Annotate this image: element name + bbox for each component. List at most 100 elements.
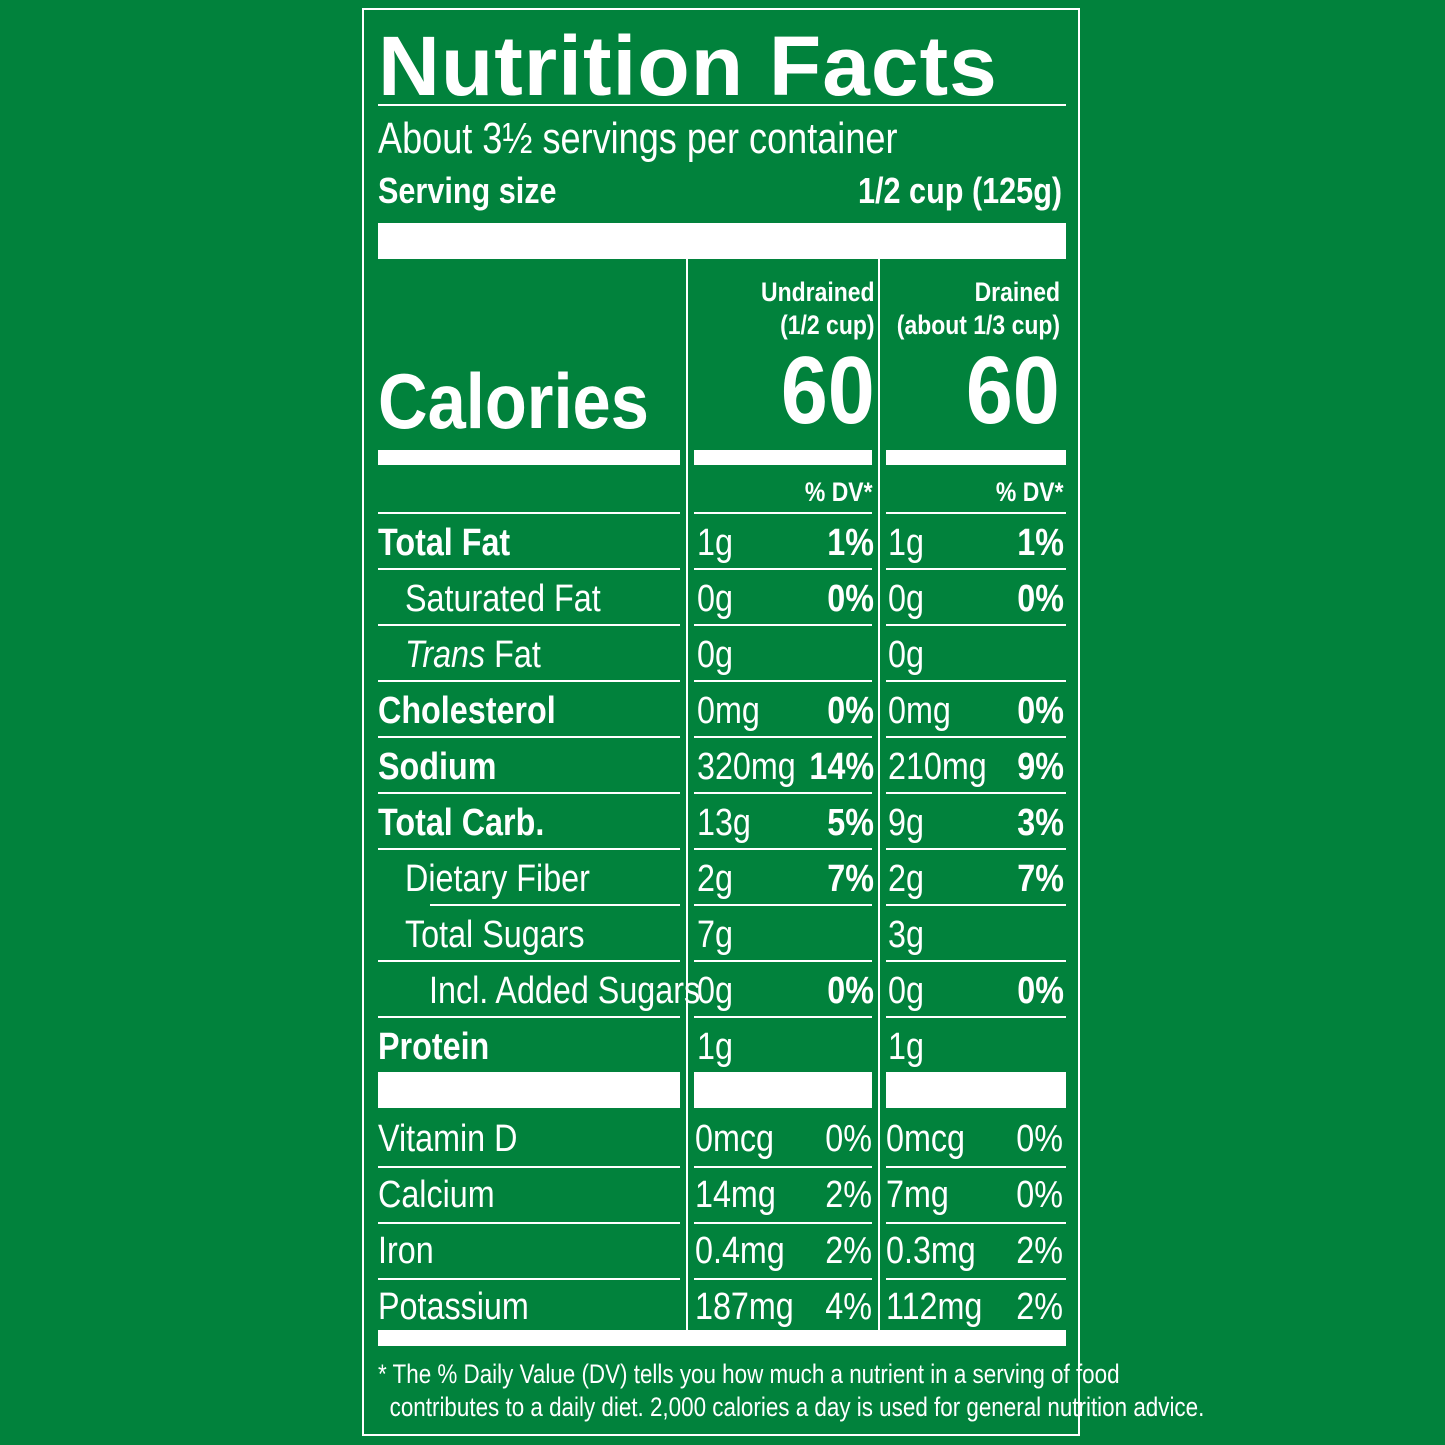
thick-rule-mid-undrained <box>694 1072 872 1108</box>
nutrient-label: Sodium <box>378 746 497 788</box>
nutrient-label: Dietary Fiber <box>405 858 590 900</box>
row-rule-drained <box>886 736 1066 738</box>
undrained-portion: (1/2 cup) <box>780 310 875 340</box>
nutrient-label: Total Fat <box>378 522 511 564</box>
footnote-line-2: contributes to a daily diet. 2,000 calor… <box>389 1392 1205 1422</box>
row-rule-drained <box>886 624 1066 626</box>
row-rule-undrained <box>694 792 872 794</box>
drained-portion: (about 1/3 cup) <box>896 310 1060 340</box>
row-rule-drained <box>886 680 1066 682</box>
row-rule-undrained <box>694 512 872 514</box>
undrained-amount: 1g <box>697 1026 733 1068</box>
row-rule-label <box>430 904 680 906</box>
undrained-amount: 320mg <box>697 746 796 788</box>
vitamin-undrained-dv: 0% <box>825 1118 872 1160</box>
drained-dv: 7% <box>1017 858 1064 900</box>
row-rule-undrained <box>694 568 872 570</box>
calories-label: Calories <box>378 357 649 445</box>
vitamin-drained-amount: 0.3mg <box>886 1230 976 1272</box>
vitamin-rule-undrained <box>694 1166 872 1168</box>
undrained-calories: 60 <box>781 337 875 444</box>
row-rule-label <box>378 1016 680 1018</box>
undrained-amount: 0mg <box>697 690 760 732</box>
row-rule-label <box>378 624 680 626</box>
vitamin-drained-amount: 7mg <box>886 1174 949 1216</box>
vitamin-rule-drained <box>886 1166 1066 1168</box>
undrained-amount: 0g <box>697 578 733 620</box>
vitamin-drained-dv: 2% <box>1016 1286 1063 1328</box>
nutrient-label: Total Sugars <box>405 914 585 956</box>
row-rule-label <box>378 960 680 962</box>
calories-rule-undrained <box>694 450 872 465</box>
row-rule-label <box>378 568 680 570</box>
drained-amount: 0g <box>888 634 924 676</box>
nutrient-label: Saturated Fat <box>405 578 601 620</box>
drained-name: Drained <box>974 277 1060 307</box>
nutrient-label: Protein <box>378 1026 490 1068</box>
footnote-line-1: * The % Daily Value (DV) tells you how m… <box>378 1359 1120 1389</box>
row-rule-drained <box>886 960 1066 962</box>
title-rule <box>378 104 1066 106</box>
column-divider-1 <box>686 259 688 1330</box>
drained-amount: 1g <box>888 522 924 564</box>
vitamin-rule-undrained <box>694 1222 872 1224</box>
row-rule-undrained <box>694 680 872 682</box>
drained-dv: 0% <box>1017 690 1064 732</box>
undrained-dv: 5% <box>827 802 874 844</box>
drained-amount: 3g <box>888 914 924 956</box>
vitamin-undrained-dv: 4% <box>825 1286 872 1328</box>
drained-amount: 0mg <box>888 690 951 732</box>
vitamin-label: Potassium <box>378 1286 529 1328</box>
thick-rule-bottom <box>378 1330 1066 1346</box>
serving-size-value: 1/2 cup (125g) <box>857 170 1062 211</box>
row-rule-undrained <box>694 1016 872 1018</box>
nutrient-label: Incl. Added Sugars <box>429 970 701 1012</box>
vitamin-rule-label <box>378 1222 680 1224</box>
vitamin-rule-drained <box>886 1278 1066 1280</box>
vitamin-rule-drained <box>886 1222 1066 1224</box>
row-rule-drained <box>886 1016 1066 1018</box>
vitamin-undrained-dv: 2% <box>825 1230 872 1272</box>
undrained-amount: 2g <box>697 858 733 900</box>
row-rule-drained <box>886 792 1066 794</box>
nutrient-label-rest: Fat <box>494 634 541 676</box>
undrained-amount: 0g <box>697 634 733 676</box>
thick-rule-mid-drained <box>886 1072 1066 1108</box>
row-rule-undrained <box>694 624 872 626</box>
row-rule-label <box>378 512 680 514</box>
footnote: * The % Daily Value (DV) tells you how m… <box>378 1358 1204 1424</box>
vitamin-undrained-amount: 0mcg <box>695 1118 774 1160</box>
vitamin-undrained-amount: 0.4mg <box>695 1230 785 1272</box>
undrained-dv-header: % DV* <box>805 477 873 507</box>
row-rule-drained <box>886 848 1066 850</box>
vitamin-rule-undrained <box>694 1278 872 1280</box>
row-rule-drained <box>886 568 1066 570</box>
drained-dv: 3% <box>1017 802 1064 844</box>
vitamin-label: Calcium <box>378 1174 495 1216</box>
undrained-amount: 0g <box>697 970 733 1012</box>
vitamin-drained-dv: 0% <box>1016 1174 1063 1216</box>
drained-header: Drained (about 1/3 cup) <box>897 276 1060 342</box>
drained-dv-header: % DV* <box>996 477 1064 507</box>
nutrient-label: Total Carb. <box>378 802 545 844</box>
calories-rule-label <box>378 450 680 465</box>
row-rule-label <box>378 792 680 794</box>
nutrition-label-border <box>362 8 1080 1436</box>
row-rule-label <box>378 736 680 738</box>
nutrient-label-italic: Trans <box>405 634 486 676</box>
undrained-dv: 1% <box>827 522 874 564</box>
drained-amount: 0g <box>888 578 924 620</box>
undrained-dv: 7% <box>827 858 874 900</box>
drained-amount: 210mg <box>888 746 987 788</box>
thick-rule-mid-label <box>378 1072 680 1108</box>
row-rule-label <box>378 680 680 682</box>
undrained-dv: 0% <box>827 970 874 1012</box>
vitamin-undrained-amount: 187mg <box>695 1286 794 1328</box>
vitamin-rule-label <box>378 1166 680 1168</box>
servings-per-container: About 3½ servings per container <box>378 114 898 163</box>
row-rule-label <box>378 848 680 850</box>
undrained-dv: 0% <box>827 690 874 732</box>
row-rule-undrained <box>694 848 872 850</box>
nutrient-label: Cholesterol <box>378 690 556 732</box>
drained-calories: 60 <box>966 337 1060 444</box>
